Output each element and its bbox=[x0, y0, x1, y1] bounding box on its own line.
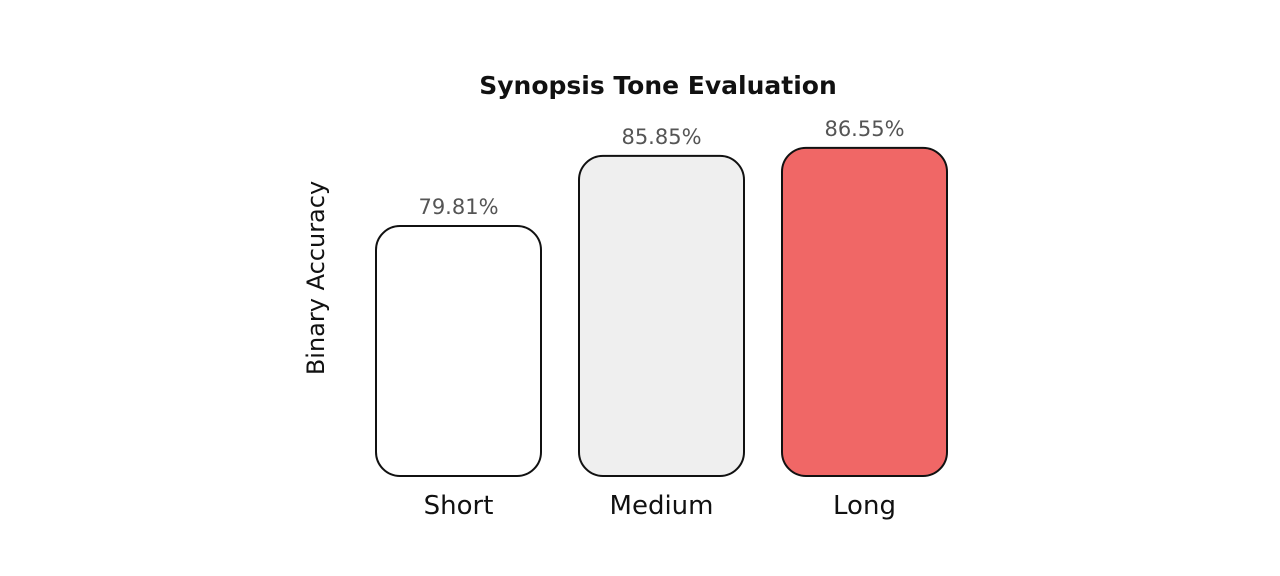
value-label-long: 86.55% bbox=[824, 117, 904, 141]
bar-long bbox=[781, 146, 948, 477]
bar-medium bbox=[578, 154, 745, 477]
category-label-long: Long bbox=[833, 491, 896, 521]
value-labels-group: 79.81% 85.85% 86.55% bbox=[418, 117, 904, 219]
value-label-medium: 85.85% bbox=[621, 125, 701, 149]
bars-group bbox=[375, 146, 948, 477]
chart-title: Synopsis Tone Evaluation bbox=[479, 71, 837, 100]
category-labels-group: Short Medium Long bbox=[424, 491, 896, 521]
category-label-medium: Medium bbox=[610, 491, 714, 521]
bar-short bbox=[375, 225, 542, 477]
category-label-short: Short bbox=[424, 491, 494, 521]
y-axis-label: Binary Accuracy bbox=[302, 181, 330, 375]
value-label-short: 79.81% bbox=[418, 195, 498, 219]
